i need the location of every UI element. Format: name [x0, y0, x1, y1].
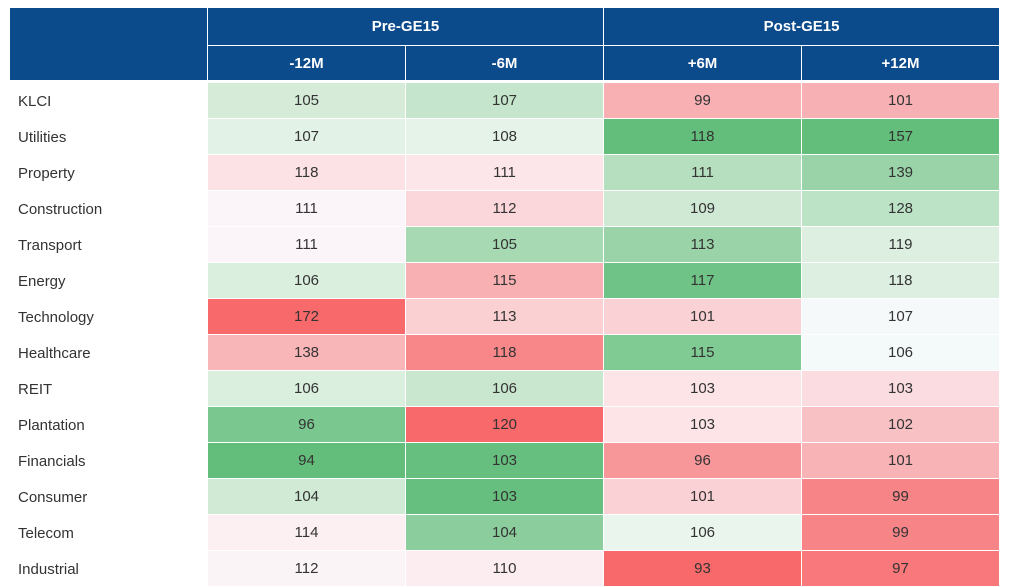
row-label: Industrial — [18, 560, 79, 578]
value-cell: 99 — [603, 83, 801, 119]
value-cell: 111 — [603, 155, 801, 191]
row-label: Energy — [18, 272, 66, 290]
value-cell: 107 — [405, 83, 603, 119]
value-cell: 105 — [207, 83, 405, 119]
row-label: KLCI — [18, 92, 52, 110]
value-cell: 108 — [405, 119, 603, 155]
row-label: Construction — [18, 200, 103, 218]
row-label: Transport — [18, 236, 82, 254]
value-cell: 103 — [405, 479, 603, 515]
value-cell: 112 — [405, 191, 603, 227]
row-label: Plantation — [18, 416, 85, 434]
value-cell: 110 — [405, 551, 603, 587]
value-cell: 106 — [405, 371, 603, 407]
value-cell: 103 — [603, 407, 801, 443]
value-cell: 115 — [603, 335, 801, 371]
value-cell: 103 — [801, 371, 999, 407]
value-cell: 103 — [603, 371, 801, 407]
row-label: Technology — [18, 308, 94, 326]
row-label: Healthcare — [18, 344, 91, 362]
value-cell: 139 — [801, 155, 999, 191]
value-cell: 109 — [603, 191, 801, 227]
value-cell: 99 — [801, 479, 999, 515]
value-cell: 113 — [603, 227, 801, 263]
value-cell: 118 — [207, 155, 405, 191]
value-cell: 106 — [603, 515, 801, 551]
value-cell: 114 — [207, 515, 405, 551]
column-header: -12M — [207, 46, 405, 81]
value-cell: 107 — [207, 119, 405, 155]
value-cell: 106 — [207, 371, 405, 407]
row-label: Financials — [18, 452, 86, 470]
value-cell: 105 — [405, 227, 603, 263]
value-cell: 119 — [801, 227, 999, 263]
row-label: REIT — [18, 380, 53, 398]
value-cell: 111 — [207, 191, 405, 227]
value-cell: 104 — [405, 515, 603, 551]
value-cell: 101 — [801, 83, 999, 119]
value-cell: 111 — [207, 227, 405, 263]
value-cell: 118 — [405, 335, 603, 371]
value-cell: 101 — [801, 443, 999, 479]
value-cell: 120 — [405, 407, 603, 443]
value-cell: 157 — [801, 119, 999, 155]
value-cell: 118 — [801, 263, 999, 299]
value-cell: 97 — [801, 551, 999, 587]
value-cell: 112 — [207, 551, 405, 587]
value-cell: 172 — [207, 299, 405, 335]
value-cell: 113 — [405, 299, 603, 335]
row-label: Consumer — [18, 488, 88, 506]
value-cell: 93 — [603, 551, 801, 587]
column-header: -6M — [405, 46, 603, 81]
value-cell: 101 — [603, 479, 801, 515]
value-cell: 117 — [603, 263, 801, 299]
value-cell: 115 — [405, 263, 603, 299]
value-cell: 102 — [801, 407, 999, 443]
group-header: Post-GE15 — [603, 8, 999, 46]
value-cell: 111 — [405, 155, 603, 191]
header-corner — [10, 8, 207, 81]
value-cell: 106 — [207, 263, 405, 299]
value-cell: 94 — [207, 443, 405, 479]
value-cell: 96 — [207, 407, 405, 443]
value-cell: 106 — [801, 335, 999, 371]
value-cell: 138 — [207, 335, 405, 371]
column-header: +12M — [801, 46, 999, 81]
value-cell: 104 — [207, 479, 405, 515]
column-header: +6M — [603, 46, 801, 81]
value-cell: 96 — [603, 443, 801, 479]
value-cell: 128 — [801, 191, 999, 227]
row-label: Property — [18, 164, 75, 182]
value-cell: 107 — [801, 299, 999, 335]
value-cell: 99 — [801, 515, 999, 551]
row-label: Telecom — [18, 524, 74, 542]
value-cell: 118 — [603, 119, 801, 155]
row-label: Utilities — [18, 128, 67, 146]
group-header: Pre-GE15 — [207, 8, 603, 46]
value-cell: 103 — [405, 443, 603, 479]
value-cell: 101 — [603, 299, 801, 335]
